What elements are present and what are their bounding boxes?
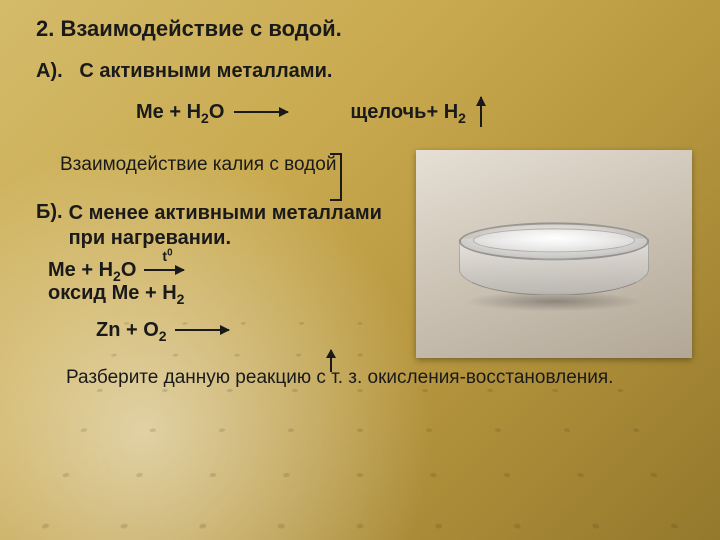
photo-petri-dish [416, 150, 692, 358]
arrow-up-icon [330, 350, 332, 372]
petri-dish-graphic [459, 208, 649, 303]
section-a-heading: А). С активными металлами. [36, 60, 692, 83]
slide: 2. Взаимодействие с водой. А). С активны… [0, 0, 720, 540]
arrow-right-icon [144, 269, 184, 271]
section-a-text: С активными металлами. [79, 60, 332, 82]
eq2-arrow-up [324, 350, 332, 372]
section-a-label: А). [36, 60, 63, 82]
slide-title: 2. Взаимодействие с водой. [36, 16, 692, 42]
section-b-text: С менее активными металлами при нагреван… [69, 201, 416, 251]
equation-1: Ме + Н2O щелочь+ Н2 [136, 97, 692, 127]
section-b-heading: Б). С менее активными металлами при нагр… [36, 201, 416, 251]
section-b-label: Б). [36, 201, 63, 251]
task-text: Разберите данную реакцию с т. з. окислен… [48, 366, 668, 391]
arrow-right-icon [175, 329, 229, 331]
temperature-label: t0 [162, 248, 172, 264]
dish-inner [473, 228, 635, 252]
caption-potassium: Взаимодействие калия с водой [60, 153, 360, 177]
bracket-icon [330, 153, 342, 201]
eq1-rhs: щелочь+ Н2 [350, 101, 466, 124]
eq1-lhs: Ме + Н2O [136, 101, 224, 124]
arrow-up-icon [480, 97, 482, 127]
arrow-right-icon [234, 111, 288, 113]
